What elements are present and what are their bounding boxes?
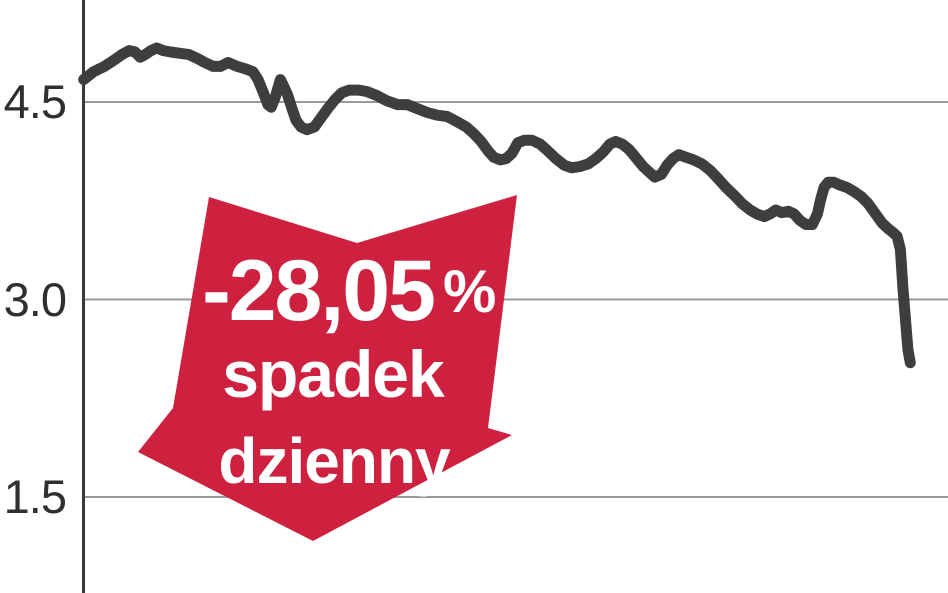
percent-sign: % xyxy=(443,258,496,325)
y-tick-4-5: 4.5 xyxy=(3,75,67,128)
y-axis-line xyxy=(82,0,85,593)
y-tick-1-5: 1.5 xyxy=(3,470,67,523)
decline-arrow-shape xyxy=(138,195,517,541)
price-line xyxy=(78,42,916,369)
decline-label-line2: dzienny xyxy=(218,425,451,497)
decline-arrow: -28,05 % spadek dzienny xyxy=(138,195,517,541)
decline-label-line1: spadek xyxy=(222,337,445,411)
y-tick-3-0: 3.0 xyxy=(3,272,67,326)
decline-percent-value: -28,05 xyxy=(202,243,434,339)
